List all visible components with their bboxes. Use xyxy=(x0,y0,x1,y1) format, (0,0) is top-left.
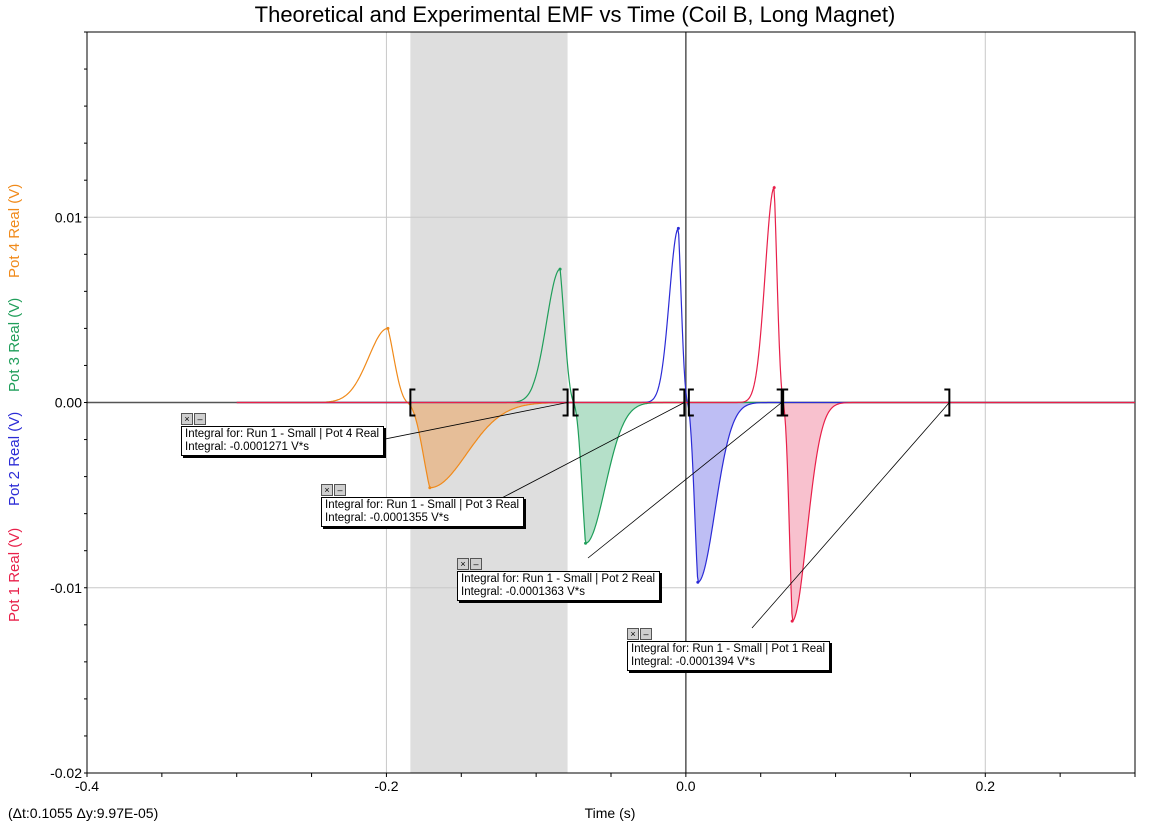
annotation-leader-line xyxy=(369,402,568,443)
annotation-controls-pot1: × – xyxy=(627,628,653,640)
annotation-title: Integral for: Run 1 - Small | Pot 4 Real xyxy=(185,428,380,440)
trough-point-pot3 xyxy=(584,541,588,545)
chart-title: Theoretical and Experimental EMF vs Time… xyxy=(254,2,896,27)
peak-point-pot2 xyxy=(676,226,680,230)
integral-end-bracket xyxy=(562,388,569,417)
integral-fill-4 xyxy=(410,402,568,488)
close-icon[interactable]: × xyxy=(457,558,469,570)
y-axis-label-pot4: Pot 4 Real (V) xyxy=(6,183,23,278)
peak-point-pot4 xyxy=(386,326,390,330)
close-icon[interactable]: × xyxy=(627,628,639,640)
integral-fill-2 xyxy=(688,402,782,583)
minimize-icon[interactable]: – xyxy=(194,413,206,425)
y-tick-label: 0.01 xyxy=(55,209,82,225)
integral-fill-1 xyxy=(783,402,950,622)
close-icon[interactable]: × xyxy=(321,484,333,496)
annotation-leader-line xyxy=(587,402,782,559)
x-tick-label: 0.0 xyxy=(676,778,696,794)
minimize-icon[interactable]: – xyxy=(640,628,652,640)
x-tick-label: 0.2 xyxy=(976,778,996,794)
integral-annotation-pot4[interactable]: Integral for: Run 1 - Small | Pot 4 Real… xyxy=(181,426,385,456)
x-tick-label: -0.2 xyxy=(374,778,398,794)
integral-start-bracket xyxy=(572,388,579,417)
trough-point-pot2 xyxy=(696,580,700,584)
annotation-title: Integral for: Run 1 - Small | Pot 2 Real xyxy=(461,573,656,585)
integral-annotation-pot1[interactable]: Integral for: Run 1 - Small | Pot 1 Real… xyxy=(627,641,831,671)
minimize-icon[interactable]: – xyxy=(334,484,346,496)
x-tick-label: -0.4 xyxy=(75,778,99,794)
integral-start-bracket xyxy=(782,388,789,417)
annotation-leader-line xyxy=(751,402,950,629)
integral-annotation-pot3[interactable]: Integral for: Run 1 - Small | Pot 3 Real… xyxy=(321,497,525,527)
series-line-pot1 xyxy=(236,185,1135,623)
x-axis-label: Time (s) xyxy=(584,805,636,821)
annotation-title: Integral for: Run 1 - Small | Pot 3 Real xyxy=(325,499,520,511)
close-icon[interactable]: × xyxy=(181,413,193,425)
annotation-value: Integral: -0.0001394 V*s xyxy=(631,656,756,668)
annotation-controls-pot2: × – xyxy=(457,558,483,570)
y-axis-label-pot3: Pot 3 Real (V) xyxy=(6,297,23,392)
integral-start-bracket xyxy=(409,388,416,417)
y-tick-label: 0.00 xyxy=(55,395,82,411)
annotation-value: Integral: -0.0001355 V*s xyxy=(325,512,450,524)
integral-annotation-pot2[interactable]: Integral for: Run 1 - Small | Pot 2 Real… xyxy=(457,571,661,601)
annotation-value: Integral: -0.0001363 V*s xyxy=(461,586,586,598)
y-axis-label-pot1: Pot 1 Real (V) xyxy=(6,527,23,622)
y-tick-label: -0.01 xyxy=(50,580,82,596)
annotation-leader-line xyxy=(474,402,685,513)
annotation-title: Integral for: Run 1 - Small | Pot 1 Real xyxy=(631,643,826,655)
integral-start-bracket xyxy=(687,388,694,417)
minimize-icon[interactable]: – xyxy=(470,558,482,570)
trough-point-pot4 xyxy=(428,486,432,490)
peak-point-pot1 xyxy=(772,186,776,190)
peak-point-pot3 xyxy=(558,267,562,271)
integral-fill-3 xyxy=(573,402,685,544)
y-tick-label: -0.02 xyxy=(50,765,82,781)
trough-point-pot1 xyxy=(790,619,794,623)
annotation-controls-pot3: × – xyxy=(321,484,347,496)
annotation-value: Integral: -0.0001271 V*s xyxy=(185,441,310,453)
y-axis-label-pot2: Pot 2 Real (V) xyxy=(6,411,23,506)
delta-readout: (Δt:0.1055 Δy:9.97E-05) xyxy=(8,805,159,821)
annotation-controls-pot4: × – xyxy=(181,413,207,425)
